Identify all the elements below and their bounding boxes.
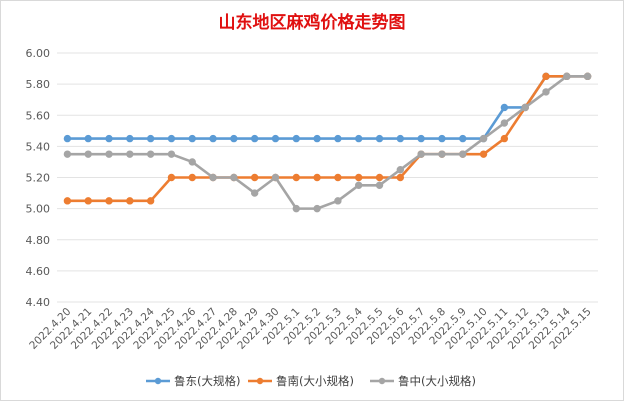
data-point <box>188 173 196 182</box>
data-point <box>126 134 134 143</box>
data-point <box>334 173 342 182</box>
data-point <box>209 134 217 143</box>
series-line <box>67 75 588 210</box>
data-point <box>63 134 72 143</box>
y-tick-label: 5.20 <box>26 172 51 185</box>
data-point <box>292 134 300 143</box>
legend-label: 鲁中(大小规格) <box>398 374 476 388</box>
data-point <box>334 197 342 205</box>
data-point <box>84 134 92 143</box>
data-point <box>271 173 280 182</box>
legend-marker <box>256 377 264 385</box>
legend-marker <box>154 377 162 385</box>
data-point <box>563 72 571 81</box>
legend: 鲁东(大规格) 鲁南(大小规格) 鲁中(大小规格) <box>146 374 476 388</box>
data-point <box>84 150 92 158</box>
legend-label: 鲁东(大规格) <box>174 374 240 388</box>
data-point <box>500 119 509 127</box>
data-point <box>500 134 509 143</box>
y-axis-ticks: 6.00 5.80 5.60 5.40 5.20 5.00 4.80 4.60 4.40 <box>26 47 51 309</box>
data-point <box>459 150 467 158</box>
data-point <box>250 134 259 143</box>
data-point <box>355 134 363 143</box>
series-line <box>67 75 588 203</box>
data-point <box>188 158 196 166</box>
legend-marker <box>378 377 386 385</box>
data-point <box>126 197 134 205</box>
y-tick-label: 6.00 <box>26 47 51 60</box>
data-point <box>438 134 446 143</box>
y-tick-label: 5.40 <box>26 140 51 153</box>
x-axis-ticks: 2022.4.202022.4.212022.4.222022.4.232022… <box>27 305 593 352</box>
data-point <box>313 204 321 213</box>
data-point <box>479 134 488 143</box>
y-tick-label: 5.60 <box>26 109 51 122</box>
data-point <box>521 103 529 112</box>
data-point <box>542 72 550 81</box>
data-point <box>230 173 238 182</box>
data-point <box>583 72 592 81</box>
data-point <box>84 197 92 205</box>
data-point <box>105 197 113 205</box>
data-point <box>167 134 176 143</box>
data-point <box>417 134 425 143</box>
data-point <box>250 189 259 197</box>
data-point <box>292 204 300 213</box>
chart-title: 山东地区麻鸡价格走势图 <box>219 12 406 33</box>
y-tick-label: 5.80 <box>26 78 51 91</box>
data-point <box>167 150 176 158</box>
data-point <box>542 88 550 96</box>
data-point <box>375 134 384 143</box>
data-point <box>146 134 155 143</box>
data-point <box>396 134 405 143</box>
legend-item: 鲁南(大小规格) <box>248 374 354 388</box>
data-point <box>146 197 155 205</box>
data-point <box>459 134 467 143</box>
data-point <box>355 181 363 189</box>
legend-item: 鲁东(大规格) <box>146 374 240 388</box>
data-point <box>438 150 446 158</box>
series-1 <box>63 72 592 143</box>
data-point <box>375 181 384 189</box>
data-point <box>146 150 155 158</box>
data-point <box>417 150 425 158</box>
data-point <box>355 173 363 182</box>
y-tick-label: 4.40 <box>26 296 51 309</box>
data-point <box>271 134 280 143</box>
data-point <box>105 150 113 158</box>
data-point <box>63 197 72 205</box>
data-point <box>375 173 384 182</box>
legend-label: 鲁南(大小规格) <box>276 374 354 388</box>
data-point <box>209 173 217 182</box>
data-point <box>479 150 488 158</box>
data-point <box>126 150 134 158</box>
series-group <box>63 72 592 213</box>
data-point <box>105 134 113 143</box>
legend-item: 鲁中(大小规格) <box>370 374 476 388</box>
data-point <box>188 134 196 143</box>
data-point <box>230 134 238 143</box>
data-point <box>313 173 321 182</box>
data-point <box>250 173 259 182</box>
data-point <box>500 103 509 112</box>
series-3 <box>63 72 592 213</box>
data-point <box>334 134 342 143</box>
data-point <box>167 173 176 182</box>
data-point <box>63 150 72 158</box>
data-point <box>313 134 321 143</box>
y-tick-label: 5.00 <box>26 203 51 216</box>
data-point <box>396 173 405 182</box>
data-point <box>396 166 405 174</box>
y-tick-label: 4.60 <box>26 265 51 278</box>
data-point <box>292 173 300 182</box>
y-tick-label: 4.80 <box>26 234 51 247</box>
